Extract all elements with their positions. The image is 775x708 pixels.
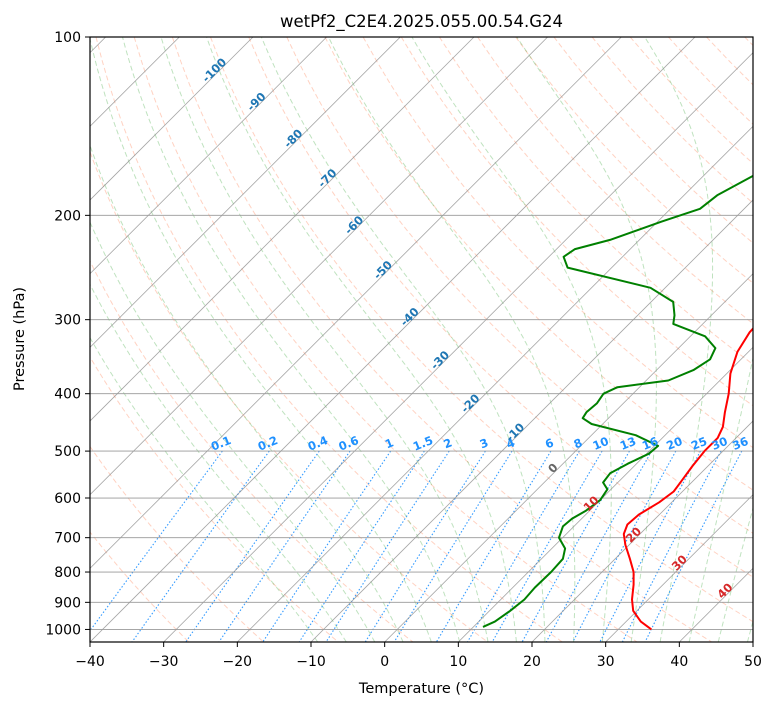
x-tick-label: 30 (597, 654, 615, 670)
y-tick-label: 800 (54, 565, 81, 581)
isotherm-line (90, 37, 254, 201)
x-tick-label: −20 (223, 654, 253, 670)
isotherm-line (237, 125, 753, 642)
moist-adiabat-line (644, 37, 714, 642)
mixing-ratio-line (467, 450, 580, 642)
mixing-ratio-line (621, 450, 722, 642)
isotherm-line (531, 420, 753, 642)
dry-adiabat-line (286, 37, 753, 534)
chart-title: wetPf2_C2E4.2025.055.00.54.G24 (280, 12, 563, 32)
dry-adiabat-line (90, 531, 190, 642)
isotherm-line (90, 37, 622, 569)
dry-adiabat-line (324, 37, 753, 491)
dry-adiabat-line (90, 259, 414, 642)
y-tick-label: 500 (54, 444, 81, 460)
mixing-ratio-label: 20 (664, 434, 684, 453)
isotherm-line (310, 199, 753, 642)
mixing-ratio-line (545, 450, 653, 642)
temperature-profile-line (622, 327, 753, 631)
moist-adiabat-line (90, 144, 404, 642)
moist-adiabat-line (90, 37, 432, 642)
y-tick-label: 900 (54, 595, 81, 611)
x-tick-label: 0 (380, 654, 389, 670)
dry-adiabat-line (90, 150, 488, 642)
y-tick-label: 600 (54, 491, 81, 507)
mixing-ratio-label: 30 (709, 434, 729, 453)
moist-adiabat-line (90, 283, 347, 642)
moist-adiabat-line (160, 37, 489, 642)
moist-adiabat-line (328, 37, 576, 642)
x-axis-title: Temperature (°C) (358, 681, 484, 697)
mixing-ratio-line (599, 450, 701, 642)
dry-adiabat-line (438, 37, 753, 366)
x-tick-label: 50 (744, 654, 762, 670)
moist-adiabat-line (206, 37, 517, 642)
isotherm-line (90, 37, 327, 275)
mixing-ratio-line (218, 450, 351, 642)
dry-adiabat-line (133, 37, 638, 642)
isotherm-line (458, 346, 753, 642)
moist-adiabat-line (122, 37, 461, 642)
isotherm-line (90, 37, 548, 496)
isotherm-line (90, 37, 475, 422)
mixing-ratio-label: 36 (730, 434, 750, 453)
isotherm-line (384, 273, 753, 642)
moist-adiabat-line (90, 336, 319, 642)
dry-adiabat-line (400, 37, 753, 407)
plot-frame (89, 36, 754, 643)
mixing-ratio-line (298, 450, 425, 642)
mixing-ratio-label: 25 (689, 434, 709, 453)
isotherm-line (605, 494, 753, 642)
moist-adiabat-line (516, 37, 657, 642)
dry-adiabat-line (210, 37, 753, 623)
dry-adiabat-line (515, 37, 753, 284)
x-tick-label: 10 (449, 654, 467, 670)
y-tick-label: 400 (54, 387, 81, 403)
mixing-ratio-label: 10 (591, 434, 611, 453)
mixing-ratio-label: 13 (618, 434, 638, 453)
mixing-ratio-line (90, 450, 223, 632)
mixing-ratio-line (185, 450, 320, 642)
y-tick-label: 1000 (45, 622, 81, 638)
y-tick-label: 300 (54, 313, 81, 329)
mixing-ratio-label: 16 (640, 434, 660, 453)
x-tick-label: −30 (149, 654, 179, 670)
moist-adiabat-line (411, 37, 612, 642)
mixing-ratio-line (572, 450, 677, 642)
y-tick-label: 100 (54, 30, 81, 46)
moist-adiabat-line (688, 355, 753, 642)
x-tick-label: 20 (523, 654, 541, 670)
dry-adiabat-line (362, 37, 753, 449)
moist-adiabat-line (90, 220, 376, 642)
moist-adiabat-line (717, 506, 753, 642)
dry-adiabat-line (477, 37, 753, 325)
dry-adiabat-line (95, 37, 563, 642)
isotherm-line (163, 52, 753, 642)
dry-adiabat-line (171, 37, 712, 642)
y-tick-label: 200 (54, 208, 81, 224)
isotherm-line (90, 37, 401, 348)
dry-adiabat-line (90, 445, 264, 642)
x-tick-label: −10 (296, 654, 326, 670)
dewpoint-profile-line (482, 174, 753, 628)
dry-adiabat-line (248, 37, 753, 578)
y-axis-title: Pressure (hPa) (12, 287, 28, 391)
x-tick-label: 40 (670, 654, 688, 670)
moist-adiabat-line (260, 37, 546, 642)
isotherm-line (90, 37, 696, 642)
y-tick-label: 700 (54, 531, 81, 547)
x-tick-label: −40 (75, 654, 105, 670)
mixing-ratio-line (364, 450, 486, 642)
